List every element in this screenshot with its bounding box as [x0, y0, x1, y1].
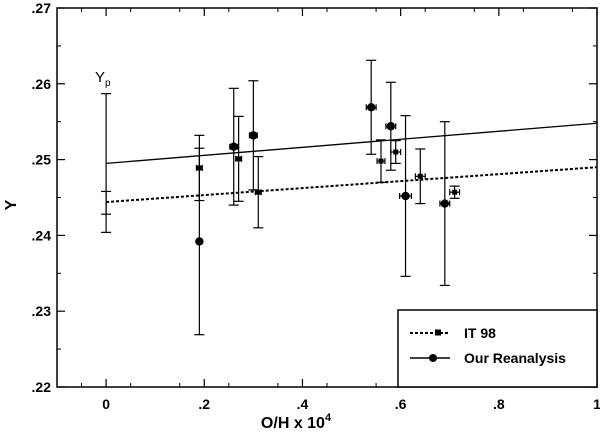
legend-label-reanalysis: Our Reanalysis: [464, 350, 566, 366]
data-point-square: [255, 189, 261, 195]
x-tick-label: .6: [395, 396, 407, 412]
x-axis-label-sup: 4: [325, 412, 332, 424]
data-points: [194, 59, 461, 336]
yp-annotation-sub: p: [105, 78, 111, 89]
y-tick-label: .23: [32, 303, 52, 319]
legend-marker-it98: [435, 329, 441, 336]
x-tick-label: .8: [493, 396, 505, 412]
data-point-square: [452, 189, 458, 195]
data-point-circle: [401, 191, 410, 201]
x-tick-labels: 0 .2 .4 .6 .8 1: [102, 396, 600, 412]
y-axis-label: Y: [3, 199, 20, 210]
y-tick-labels: .22 .23 .24 .25 .26 .27: [32, 0, 52, 395]
legend-box: [397, 309, 598, 388]
x-axis-label: O/H x 104: [261, 412, 332, 432]
legend-marker-reanalysis: [429, 354, 437, 362]
data-point-square: [236, 156, 242, 162]
y-tick-label: .25: [32, 152, 52, 168]
data-point-circle: [195, 237, 204, 246]
data-point-circle: [386, 122, 396, 131]
x-tick-label: .4: [297, 396, 309, 412]
data-point-circle: [440, 199, 450, 208]
data-point-circle: [249, 131, 258, 140]
yp-annotation-main: Y: [95, 69, 105, 86]
y-tick-label: .26: [32, 76, 52, 92]
legend-label-it98: IT 98: [464, 325, 496, 341]
x-tick-label: 0: [102, 396, 110, 412]
data-point-circle: [229, 142, 238, 151]
data-point-square: [417, 173, 423, 179]
y-tick-label: .22: [32, 379, 52, 395]
fit-lines: [101, 93, 598, 233]
fit-line-series-1: [106, 122, 598, 165]
y-tick-label: .27: [32, 0, 52, 16]
x-tick-label: 1: [593, 396, 600, 412]
legend: IT 98 Our Reanalysis: [397, 309, 598, 388]
x-tick-label: .2: [198, 396, 210, 412]
data-point-circle: [366, 103, 376, 112]
data-point-square: [393, 149, 399, 155]
yp-annotation: Yp: [95, 69, 111, 89]
fit-line-series-0: [106, 166, 598, 204]
y-tick-label: .24: [32, 227, 52, 243]
data-point-square: [378, 158, 384, 164]
x-axis-label-main: O/H x 10: [261, 415, 325, 432]
